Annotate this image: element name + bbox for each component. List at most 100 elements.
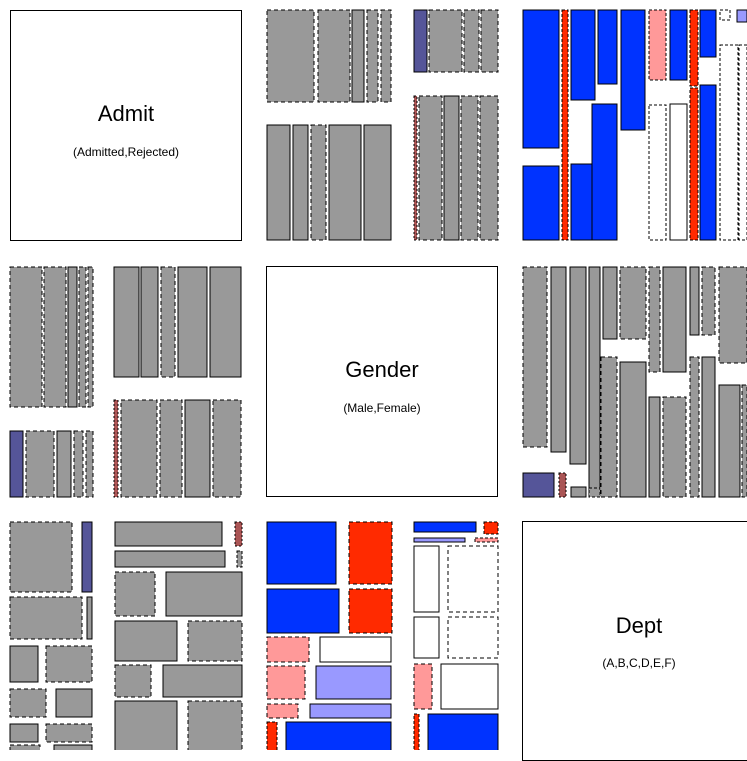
tile	[140, 266, 159, 378]
tile	[319, 636, 392, 663]
tile	[53, 744, 93, 750]
tile	[9, 430, 24, 498]
tile	[648, 396, 661, 498]
tile	[736, 9, 747, 23]
tile	[440, 663, 499, 710]
tile	[348, 521, 393, 585]
tile	[317, 9, 351, 103]
tile	[413, 537, 466, 543]
tile	[413, 713, 420, 750]
tile	[310, 124, 327, 241]
tile	[266, 521, 337, 585]
tile	[600, 356, 618, 498]
tile	[648, 266, 661, 373]
tile	[9, 688, 47, 718]
panel-dept-gender	[114, 521, 243, 750]
tile	[588, 266, 601, 497]
tile	[428, 9, 463, 73]
tile	[648, 9, 667, 81]
tile	[479, 95, 499, 241]
tile	[522, 266, 548, 448]
tile	[570, 486, 587, 498]
tile	[9, 744, 41, 750]
tile	[348, 588, 393, 634]
tile	[418, 95, 443, 241]
tile	[113, 399, 119, 498]
variable-levels: (Admitted,Rejected)	[72, 145, 180, 159]
tile	[463, 9, 480, 73]
tile	[413, 521, 477, 533]
tile	[159, 399, 183, 498]
tile	[43, 266, 67, 408]
tile	[701, 356, 716, 498]
diag-dept: Dept (A,B,C,D,E,F)	[522, 521, 747, 761]
tile	[25, 430, 55, 498]
tile	[738, 44, 747, 241]
tile	[699, 9, 717, 58]
tile	[380, 9, 392, 103]
tile	[522, 9, 560, 149]
tile	[114, 620, 178, 662]
tile	[113, 266, 140, 378]
tile	[689, 9, 699, 87]
tile	[460, 95, 479, 241]
tile	[366, 9, 379, 103]
tile	[165, 571, 243, 617]
tile	[718, 266, 747, 364]
tile	[351, 9, 365, 103]
tile	[550, 266, 567, 453]
tile	[413, 663, 433, 710]
tile	[328, 124, 362, 241]
tile	[570, 163, 596, 241]
tile	[447, 616, 499, 659]
tile	[309, 703, 392, 719]
tile	[45, 723, 93, 743]
panel-dept-admit	[9, 521, 93, 750]
tile	[73, 430, 84, 498]
variable-levels: (Male,Female)	[343, 401, 421, 415]
variable-name: Dept	[615, 613, 663, 638]
tile	[718, 384, 741, 498]
tile	[483, 521, 499, 535]
tile	[602, 266, 618, 340]
tile	[234, 521, 243, 547]
tile	[480, 9, 499, 73]
panel-admit-gender	[266, 9, 499, 241]
tile	[236, 550, 243, 568]
tile	[114, 550, 226, 568]
tile	[187, 620, 243, 662]
tile	[662, 266, 687, 373]
tile	[87, 266, 94, 408]
tile	[78, 266, 87, 408]
tile	[55, 688, 93, 718]
tile	[266, 124, 291, 241]
tile	[209, 266, 242, 378]
tile	[619, 266, 647, 340]
tile	[591, 103, 618, 241]
tile	[177, 266, 208, 378]
tile	[9, 521, 73, 593]
panel-admit-dept	[522, 9, 747, 241]
tile	[474, 537, 499, 543]
tile	[648, 104, 667, 241]
tile	[266, 9, 315, 103]
tile	[427, 713, 499, 750]
tile	[558, 472, 567, 498]
tile	[266, 588, 340, 634]
tile	[266, 703, 299, 719]
tile	[597, 9, 618, 85]
tile	[719, 44, 739, 241]
panel-gender-dept	[522, 266, 747, 498]
tile	[662, 396, 687, 498]
tile	[619, 361, 647, 498]
tile	[285, 721, 392, 750]
tile	[85, 430, 94, 498]
tile	[741, 384, 747, 498]
tile	[561, 9, 569, 241]
tile	[162, 664, 243, 698]
diag-gender: Gender (Male,Female)	[266, 266, 498, 497]
variable-levels: (A,B,C,D,E,F)	[602, 656, 676, 670]
tile	[67, 266, 78, 408]
tile	[522, 165, 560, 241]
